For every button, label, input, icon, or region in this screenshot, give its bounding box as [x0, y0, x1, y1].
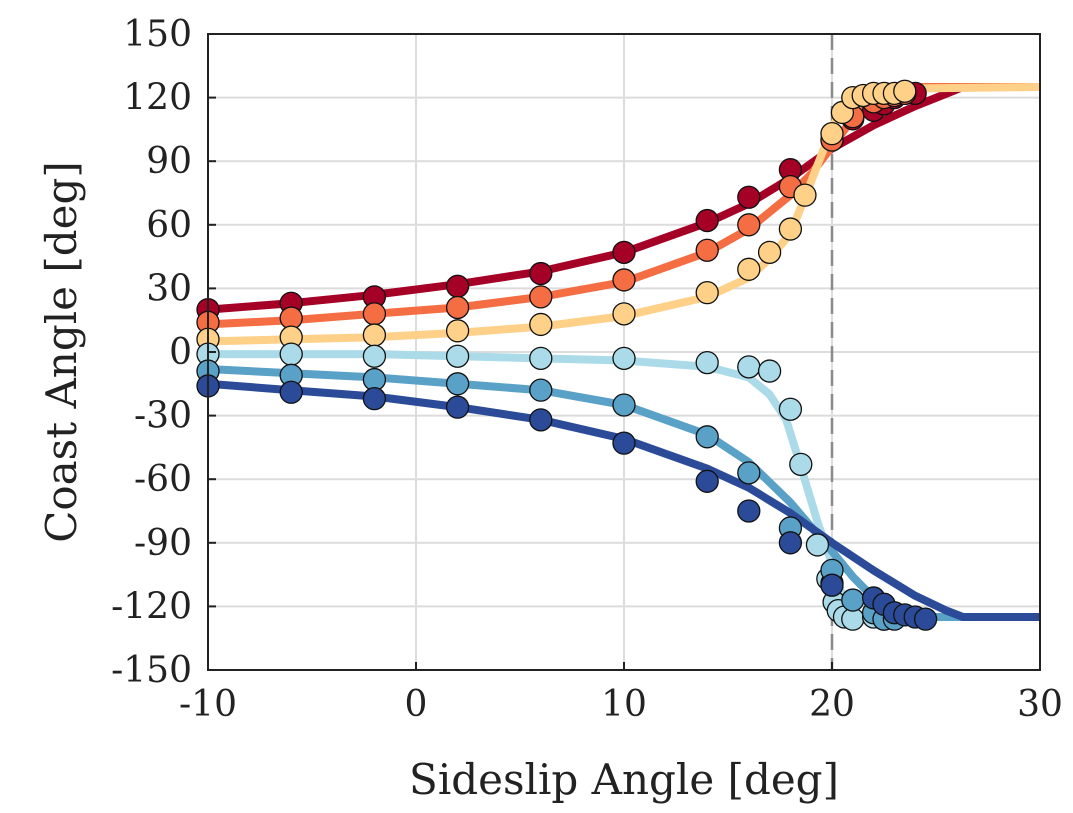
series-6-curve: [207, 379, 1040, 621]
y-tick-label: 0: [169, 332, 192, 373]
series-6-point: [612, 431, 636, 455]
y-tick-label: -90: [134, 523, 192, 564]
series-2-point: [445, 295, 470, 320]
series-1-point: [737, 185, 761, 209]
series-4-point: [445, 344, 470, 368]
y-tick-label: -150: [111, 650, 192, 691]
series-1-point: [695, 208, 719, 233]
series-3-point: [612, 302, 636, 326]
series-3-point: [737, 257, 761, 281]
series-6-point: [529, 408, 553, 432]
series-3-point: [362, 323, 387, 347]
series-3-point: [793, 183, 817, 207]
x-tick-label: 0: [405, 684, 428, 725]
data-points: [196, 79, 938, 631]
series-5-point: [612, 393, 636, 417]
series-1-curve: [207, 83, 1040, 314]
series-4-point: [789, 452, 813, 477]
y-tick-label: 30: [146, 268, 192, 309]
series-6-point: [820, 573, 844, 597]
series-4-point: [279, 342, 303, 366]
series-2-point: [529, 285, 553, 309]
series-5-point: [529, 378, 553, 402]
series-1-point: [612, 240, 636, 265]
series-5-point: [841, 588, 865, 612]
series-4-point: [737, 355, 761, 379]
x-tick-label: 20: [809, 684, 855, 725]
series-4-point: [805, 533, 830, 557]
series-4-point: [529, 346, 553, 371]
x-axis-ticks: -10 0 10 20 30: [179, 662, 1063, 725]
series-5-point: [445, 372, 470, 396]
y-tick-label: 150: [123, 14, 192, 55]
x-tick-label: 30: [1017, 684, 1063, 725]
y-axis-ticks: -150 -120 -90 -60 -30 0 30 60 90 120 150: [111, 14, 216, 691]
y-tick-label: 60: [146, 205, 192, 246]
series-2-point: [695, 238, 719, 262]
x-tick-label: -10: [179, 684, 237, 725]
series-6-point: [695, 469, 719, 493]
series-5-point: [737, 461, 761, 485]
series-6-point: [737, 499, 761, 523]
series-4-point: [778, 397, 803, 421]
series-4-point: [612, 346, 636, 371]
y-tick-label: 120: [123, 78, 192, 119]
series-2-point: [737, 213, 761, 237]
y-tick-label: -30: [134, 396, 192, 437]
x-tick-label: 10: [601, 684, 647, 725]
series-5-point: [695, 425, 719, 449]
y-tick-label: -120: [111, 586, 192, 627]
series-6-point: [778, 531, 803, 555]
series-2-point: [362, 302, 387, 326]
series-3-point: [529, 312, 553, 337]
series-3-point: [757, 240, 782, 265]
series-3-point: [445, 319, 470, 343]
series-6-point: [279, 380, 303, 404]
y-tick-label: 90: [146, 141, 192, 182]
series-6-point: [913, 607, 938, 631]
series-3-point: [820, 121, 844, 146]
series-3-point: [893, 79, 917, 103]
series-1-point: [445, 274, 470, 298]
series-4-point: [695, 350, 719, 375]
series-3-point: [778, 217, 803, 241]
series-1-point: [529, 261, 553, 286]
series-6-point: [362, 386, 387, 411]
y-tick-label: -60: [134, 459, 192, 500]
series-3-point: [695, 280, 719, 305]
series-4-point: [757, 359, 782, 383]
series-2-point: [612, 268, 636, 292]
series-4-point: [362, 344, 387, 368]
series-6-point: [445, 395, 470, 419]
x-axis-title: Sideslip Angle [deg]: [409, 755, 839, 804]
y-axis-title: Coast Angle [deg]: [37, 161, 86, 543]
